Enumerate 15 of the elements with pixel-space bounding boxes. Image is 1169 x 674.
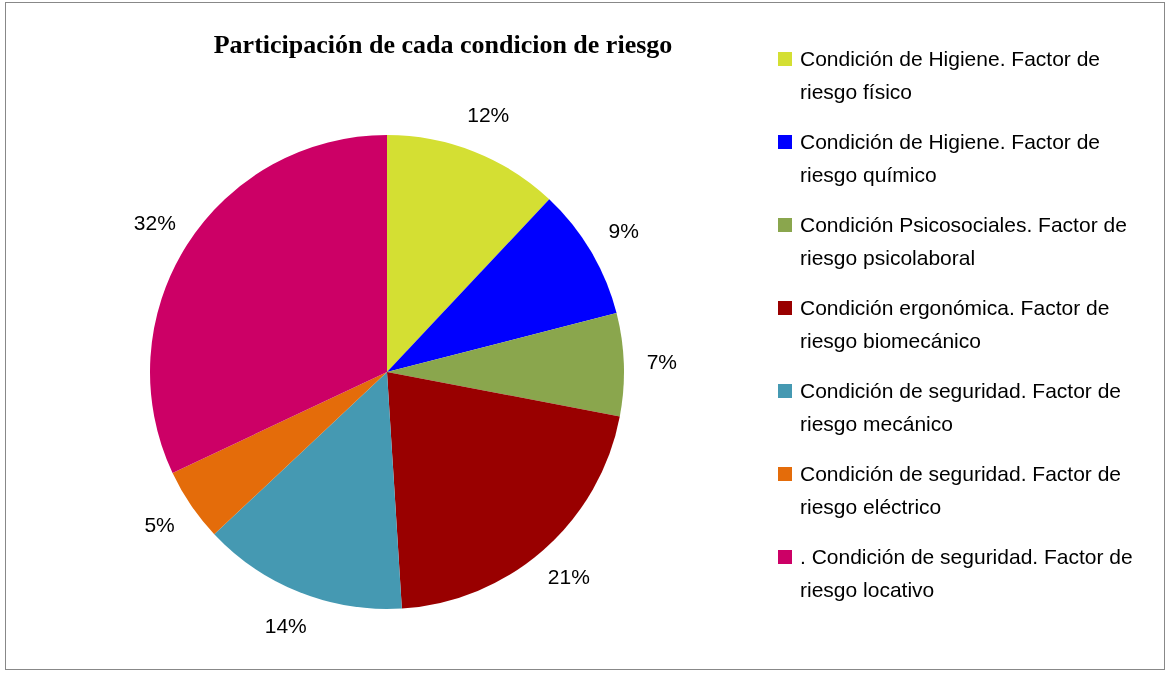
legend-label: Condición de seguridad. Factor de riesgo eléctrico [800,462,1122,518]
data-label: 21% [547,565,590,589]
data-label: 32% [133,211,176,235]
data-label: 14% [264,614,307,638]
legend-label: Condición de Higiene. Factor de riesgo físico [800,47,1101,103]
data-label: 9% [608,218,639,242]
legend-label: Condición de Higiene. Factor de riesgo químico [800,130,1101,186]
data-label: 12% [467,103,510,127]
legend-label: . Condición de seguridad. Factor de riesgo locativo [800,545,1133,601]
data-label: 7% [646,350,678,374]
chart-title: Participación de cada condicion de riesgo [212,30,674,60]
legend-label: Condición ergonómica. Factor de riesgo biomecánico [800,296,1110,352]
legend-label: Condición Psicosociales. Factor de riesgo psicolaboral [800,213,1127,269]
legend-label: Condición de seguridad. Factor de riesgo mecánico [800,379,1122,435]
data-label: 5% [144,513,175,537]
